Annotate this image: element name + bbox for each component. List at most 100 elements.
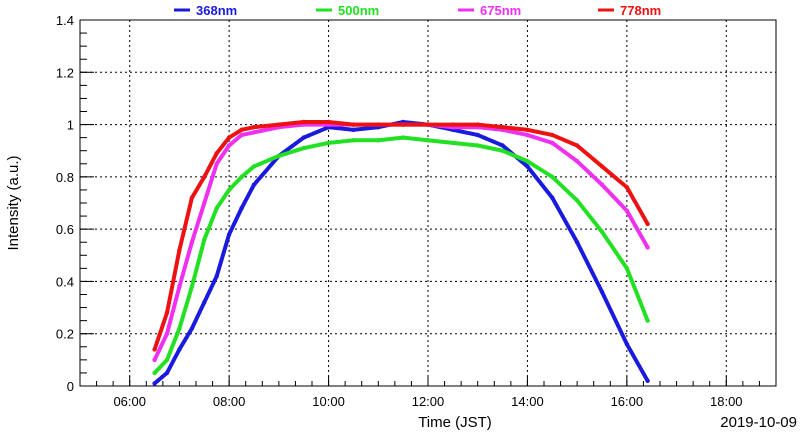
data-point [152, 347, 157, 352]
data-point [202, 174, 207, 180]
x-tick-label: 14:00 [511, 394, 544, 409]
legend-entry-label: 368nm [196, 3, 237, 18]
data-point [400, 122, 406, 127]
legend: 368nm 500nm 675nm 778nm [174, 3, 661, 18]
data-point [500, 143, 505, 148]
data-point [301, 119, 306, 125]
data-point [177, 247, 182, 253]
data-point [239, 127, 244, 132]
data-point [189, 326, 195, 331]
x-tick-label: 16:00 [611, 394, 644, 409]
series-500nm-trace [152, 135, 650, 375]
data-point [351, 122, 356, 127]
data-point [645, 318, 650, 323]
data-point [276, 122, 282, 127]
data-point [475, 132, 480, 138]
data-point [425, 122, 431, 127]
data-point [525, 159, 530, 164]
x-tick-label: 10:00 [312, 394, 345, 409]
x-tick-label: 18:00 [710, 394, 743, 409]
data-point [550, 174, 555, 180]
data-point [152, 370, 157, 376]
legend-entry-label: 500nm [338, 3, 379, 18]
data-point [226, 143, 232, 148]
data-point [177, 326, 182, 331]
data-point [301, 135, 306, 140]
data-point [214, 274, 219, 279]
data-point [326, 140, 331, 146]
data-series [152, 119, 650, 386]
y-tick-label: 1 [67, 118, 74, 133]
data-point [376, 138, 381, 143]
data-point [251, 125, 257, 130]
data-point [214, 151, 219, 156]
data-point [525, 127, 530, 132]
data-point [645, 221, 650, 227]
data-point [164, 310, 170, 315]
data-point [226, 135, 232, 140]
x-tick-label: 06:00 [113, 394, 146, 409]
data-point [500, 125, 505, 130]
data-point [599, 289, 605, 295]
grid [80, 20, 776, 386]
data-point [645, 378, 650, 383]
data-point [550, 140, 555, 146]
y-tick-label: 1.2 [56, 65, 74, 80]
y-axis-label: Intensity (a.u.) [5, 155, 22, 250]
data-point [550, 195, 555, 200]
data-point [152, 357, 157, 363]
data-point [202, 237, 207, 242]
data-point [624, 185, 630, 190]
data-point [214, 206, 219, 211]
data-point [239, 132, 244, 138]
data-point [177, 284, 182, 289]
data-point [326, 119, 331, 125]
data-point [164, 357, 170, 363]
data-point [202, 300, 207, 305]
y-tick-label: 1.4 [56, 13, 74, 28]
y-tick-label: 0.2 [56, 327, 74, 342]
date-label: 2019-10-09 [720, 414, 797, 431]
data-point [177, 347, 182, 352]
data-point [599, 182, 605, 187]
y-tick-label: 0 [67, 379, 74, 394]
y-tick-label: 0.8 [56, 170, 74, 185]
data-point [574, 143, 580, 148]
data-point [189, 284, 195, 289]
data-point [525, 132, 530, 138]
data-point [214, 161, 219, 166]
data-point [574, 240, 580, 245]
data-point [202, 200, 207, 206]
data-point [251, 182, 257, 187]
data-point [475, 143, 480, 148]
data-point [645, 245, 650, 250]
data-point [189, 240, 195, 245]
data-point [450, 122, 456, 127]
data-point [239, 206, 244, 211]
data-point [400, 135, 406, 140]
data-point [624, 342, 630, 347]
data-point [164, 370, 170, 376]
y-tick-label: 0.4 [56, 274, 74, 289]
x-tick-label: 12:00 [412, 394, 445, 409]
data-point [599, 164, 605, 169]
data-point [251, 130, 257, 135]
y-tick-label: 0.6 [56, 222, 74, 237]
data-point [599, 229, 605, 234]
data-point [301, 145, 306, 151]
axis-ticks: 06:00 08:00 10:00 12:00 14:00 16:00 18:00 0 0.2 0… [56, 13, 777, 409]
data-point [351, 138, 356, 143]
data-point [525, 164, 530, 169]
data-point [189, 195, 195, 200]
data-point [450, 140, 456, 146]
legend-entry-label: 675nm [480, 3, 521, 18]
data-point [574, 198, 580, 203]
data-point [425, 138, 431, 143]
x-tick-label: 08:00 [213, 394, 246, 409]
data-point [239, 174, 244, 180]
data-point [351, 127, 356, 132]
data-point [276, 153, 282, 159]
data-point [376, 122, 381, 127]
series-368nm-trace [152, 120, 650, 386]
